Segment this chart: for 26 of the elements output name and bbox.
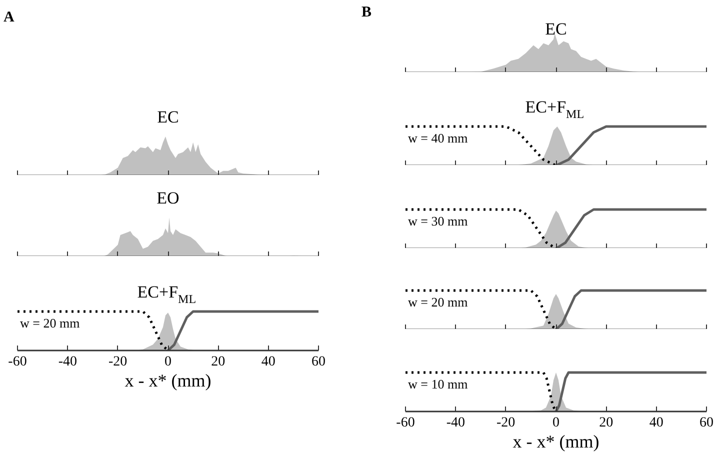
x-tick-label: 0	[552, 416, 560, 430]
x-axis-title: x - x* (mm)	[512, 432, 600, 452]
annotation: w = 20 mm	[408, 294, 468, 310]
chart-title: A	[4, 10, 14, 26]
x-tick-label: -20	[108, 354, 128, 370]
x-tick-label: 0	[164, 354, 172, 370]
x-tick-label: -20	[496, 416, 516, 430]
x-axis-title: x - x* (mm)	[124, 370, 212, 390]
x-tick-label: -60	[396, 416, 415, 430]
x-tick-label: 20	[599, 416, 614, 430]
annotation: w = 30 mm	[408, 214, 468, 229]
x-tick-label: 40	[649, 416, 664, 430]
annotation: w = 40 mm	[408, 130, 468, 146]
chart-subtitle: EC	[157, 108, 179, 126]
x-tick-label: -40	[446, 416, 466, 430]
x-tick-label: 60	[312, 354, 326, 370]
x-tick-label: 40	[261, 354, 276, 370]
x-tick-label: 60	[700, 416, 714, 430]
chart-subtitle: EC	[545, 20, 567, 39]
annotation: w = 20 mm	[20, 316, 80, 331]
chart-title: EO	[156, 188, 180, 208]
chart-title: B	[362, 4, 372, 20]
x-tick-label: -60	[8, 354, 27, 370]
x-tick-label: 20	[211, 354, 226, 370]
annotation: w = 10 mm	[408, 376, 468, 392]
x-tick-label: -40	[58, 354, 78, 370]
